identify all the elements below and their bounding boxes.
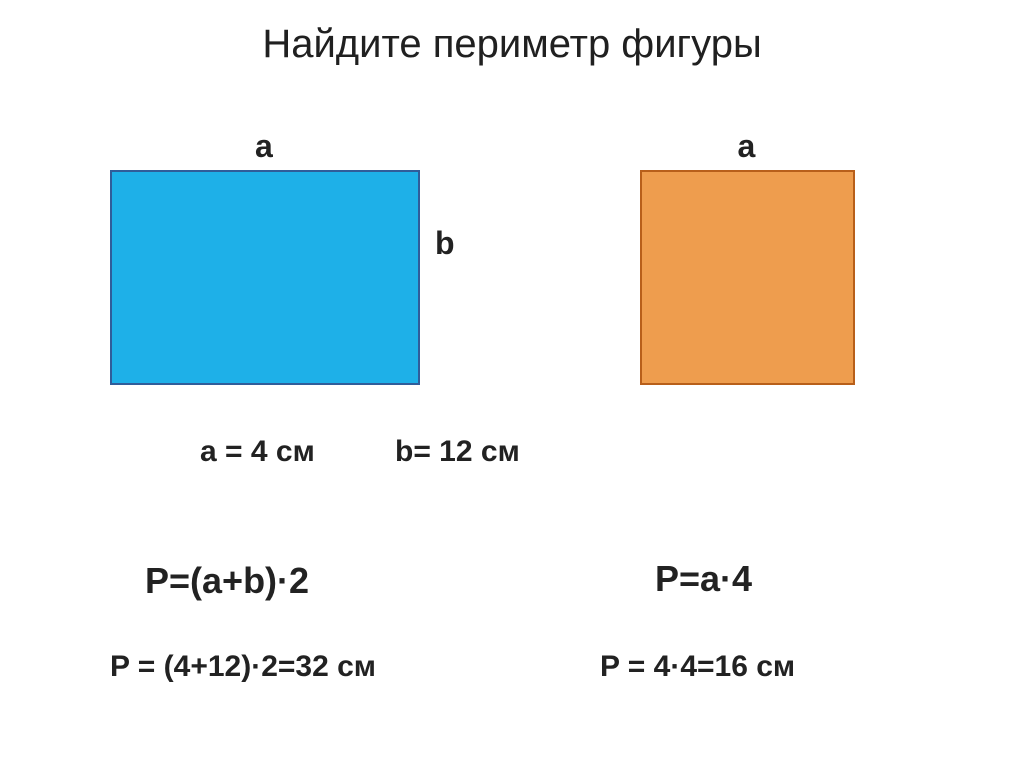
rect-top-label-a: a	[255, 128, 273, 165]
page-title: Найдите периметр фигуры	[0, 22, 1024, 67]
square-calc: P = 4·4=16 см	[600, 650, 795, 684]
square-top-label-a: a	[738, 128, 756, 165]
rectangle-shape	[110, 170, 420, 385]
rect-formula: P=(a+b)·2	[145, 560, 309, 602]
rect-side-label-b: b	[435, 225, 455, 262]
dim-a: a = 4 см	[200, 435, 315, 469]
rect-calc: P = (4+12)·2=32 см	[110, 650, 376, 684]
square-shape	[640, 170, 855, 385]
dim-b: b= 12 см	[395, 435, 520, 469]
square-formula: P=a·4	[655, 558, 752, 600]
